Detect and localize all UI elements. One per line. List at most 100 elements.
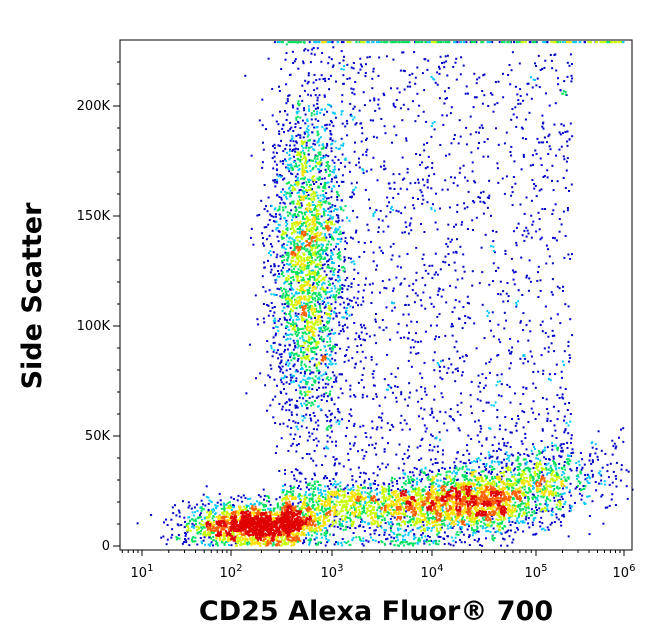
data-point xyxy=(293,474,296,477)
data-point xyxy=(289,288,292,291)
data-point xyxy=(428,527,430,530)
data-point xyxy=(478,440,481,443)
data-point xyxy=(286,337,289,340)
data-point xyxy=(457,370,459,372)
data-point xyxy=(302,539,305,542)
data-point xyxy=(456,410,459,413)
data-point xyxy=(505,319,508,322)
data-point xyxy=(527,232,530,235)
data-point xyxy=(322,157,325,159)
data-point xyxy=(527,522,530,525)
data-point xyxy=(309,369,311,372)
data-point xyxy=(298,158,301,161)
data-point xyxy=(312,495,315,498)
data-point xyxy=(432,203,434,206)
data-point xyxy=(285,369,288,372)
data-point xyxy=(312,180,314,183)
data-point xyxy=(410,217,413,220)
data-point xyxy=(581,494,584,497)
data-point xyxy=(449,526,452,529)
data-point xyxy=(317,523,320,526)
data-point xyxy=(459,460,462,463)
data-point xyxy=(311,492,314,495)
data-point xyxy=(275,498,278,501)
data-point xyxy=(286,244,289,247)
data-point xyxy=(481,90,484,92)
data-point xyxy=(405,529,407,532)
data-point xyxy=(340,180,343,183)
data-point xyxy=(556,492,559,495)
data-point xyxy=(324,129,327,132)
data-point xyxy=(417,181,420,184)
data-point xyxy=(315,367,318,369)
data-point xyxy=(308,165,311,168)
data-point xyxy=(330,256,333,259)
data-point xyxy=(565,169,568,172)
data-point xyxy=(432,540,435,543)
data-point xyxy=(339,295,342,298)
data-point xyxy=(301,145,303,148)
data-point xyxy=(535,195,538,198)
data-point xyxy=(541,397,544,399)
data-point xyxy=(337,168,340,171)
data-point xyxy=(313,41,316,44)
data-point xyxy=(313,275,316,278)
data-point xyxy=(303,391,306,394)
data-point xyxy=(296,469,299,472)
data-point xyxy=(430,529,433,532)
data-point xyxy=(522,393,525,396)
data-point xyxy=(382,41,385,44)
data-point xyxy=(359,515,362,518)
data-point xyxy=(538,86,541,89)
data-point xyxy=(375,41,378,44)
data-point xyxy=(280,236,283,238)
data-point xyxy=(266,303,269,306)
data-point xyxy=(343,316,346,319)
data-point xyxy=(368,478,371,481)
data-point xyxy=(399,69,402,72)
data-point xyxy=(360,140,363,143)
data-point xyxy=(340,113,343,116)
data-point xyxy=(378,468,381,471)
data-point xyxy=(514,424,517,427)
data-point xyxy=(409,476,412,478)
data-point xyxy=(320,60,323,63)
data-point xyxy=(271,114,274,117)
data-point xyxy=(359,537,362,540)
data-point xyxy=(516,468,519,471)
data-point xyxy=(333,464,336,467)
data-point xyxy=(482,190,485,193)
data-point xyxy=(341,174,344,177)
data-point xyxy=(528,487,530,490)
data-point xyxy=(391,515,394,518)
data-point xyxy=(426,166,429,169)
data-point xyxy=(428,543,431,546)
data-point xyxy=(326,485,329,488)
data-point xyxy=(545,467,548,470)
data-point xyxy=(272,215,275,218)
data-point xyxy=(296,359,299,362)
data-point xyxy=(463,479,466,481)
data-point xyxy=(312,484,315,487)
data-point xyxy=(474,460,477,463)
data-point xyxy=(409,516,411,519)
data-point xyxy=(285,333,288,336)
data-point xyxy=(283,131,285,134)
data-point xyxy=(372,135,375,138)
data-point xyxy=(560,450,563,453)
data-point xyxy=(313,351,316,353)
data-point xyxy=(296,242,299,245)
data-point xyxy=(293,363,296,366)
data-point xyxy=(381,252,384,254)
data-point xyxy=(468,452,471,455)
data-point xyxy=(293,353,296,356)
data-point xyxy=(183,541,186,543)
data-point xyxy=(281,188,284,191)
data-point xyxy=(519,102,522,105)
data-point xyxy=(370,168,373,171)
data-point xyxy=(548,133,551,136)
data-point xyxy=(504,416,507,418)
data-point xyxy=(209,542,212,545)
data-point xyxy=(316,126,319,128)
data-point xyxy=(321,339,324,342)
